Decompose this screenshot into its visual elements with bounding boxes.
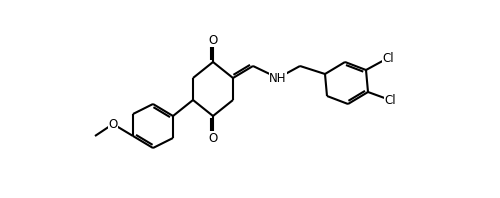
Text: Cl: Cl bbox=[384, 93, 396, 107]
Text: O: O bbox=[208, 33, 218, 47]
Text: NH: NH bbox=[269, 71, 287, 85]
Text: O: O bbox=[208, 131, 218, 145]
Text: O: O bbox=[108, 117, 118, 130]
Text: Cl: Cl bbox=[382, 51, 394, 65]
